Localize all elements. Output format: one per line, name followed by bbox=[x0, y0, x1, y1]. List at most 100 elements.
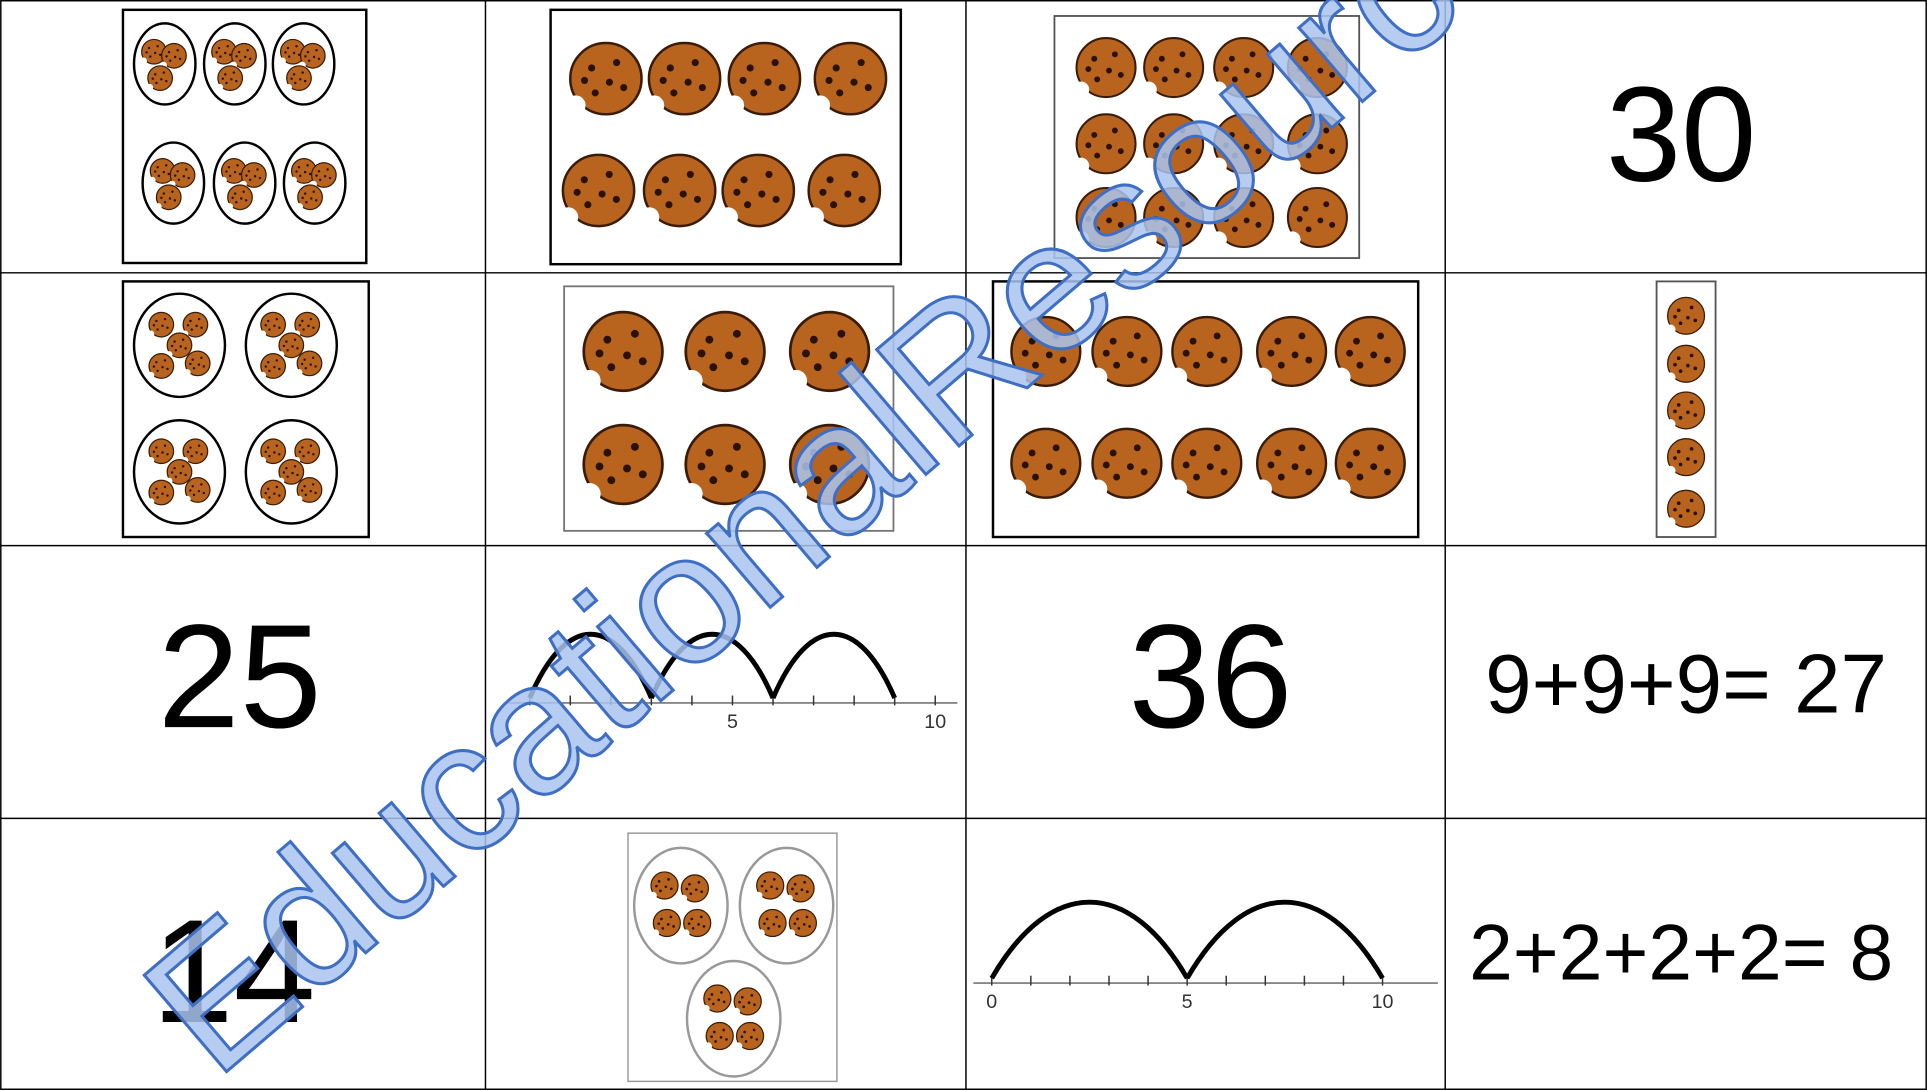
cookie-chip bbox=[1689, 353, 1694, 358]
cookie-chip bbox=[185, 168, 188, 171]
cookie-bite bbox=[147, 457, 155, 464]
cookie-body bbox=[733, 987, 762, 1016]
cookie-chip bbox=[163, 359, 167, 362]
cookie-chip bbox=[176, 170, 179, 173]
cookie-chip bbox=[1085, 216, 1092, 222]
cookie-chip bbox=[1117, 72, 1124, 78]
cookie-chip bbox=[309, 489, 312, 493]
cookie bbox=[1072, 37, 1137, 99]
cookie bbox=[732, 987, 762, 1016]
cookie bbox=[724, 41, 802, 116]
cookie bbox=[239, 162, 267, 188]
cookie-chip bbox=[312, 453, 315, 456]
cookie-bite bbox=[259, 371, 267, 379]
cookie bbox=[1140, 113, 1205, 175]
jump-arc bbox=[527, 631, 654, 699]
cookie-chip bbox=[1676, 449, 1681, 454]
cookie-chip bbox=[845, 357, 854, 366]
cookie-chip bbox=[1228, 131, 1235, 138]
cookie-chip bbox=[603, 335, 612, 344]
cookie-chip bbox=[797, 927, 801, 930]
cookie-chip bbox=[750, 993, 754, 997]
cookie bbox=[154, 184, 182, 211]
cookie-chip bbox=[1274, 449, 1282, 457]
cookie-chip bbox=[1021, 461, 1029, 469]
cookie-chip bbox=[1052, 332, 1060, 340]
cookie-chip bbox=[1152, 142, 1159, 149]
cookie-body bbox=[652, 908, 681, 938]
cookie-chip bbox=[778, 83, 786, 92]
cookie-chip bbox=[189, 319, 192, 323]
cookie bbox=[1665, 391, 1706, 430]
cookie-bite bbox=[259, 457, 267, 464]
cookie-chip bbox=[1185, 221, 1192, 228]
cookie-chip bbox=[1689, 446, 1694, 451]
jump-arc bbox=[1185, 899, 1385, 980]
cookie-chip bbox=[740, 995, 744, 999]
cookie-chip bbox=[190, 454, 193, 458]
cookie-body bbox=[650, 871, 679, 900]
cookie-chip bbox=[311, 483, 315, 486]
cookie-chip bbox=[317, 170, 321, 173]
cookie bbox=[165, 332, 193, 359]
cookie-chip bbox=[1052, 444, 1060, 452]
cookie-chip bbox=[805, 915, 809, 919]
cookie-chip bbox=[1676, 403, 1681, 407]
cookie bbox=[1665, 296, 1706, 335]
cookie-chip bbox=[1686, 315, 1690, 320]
cookie-chip bbox=[825, 76, 833, 84]
cookie-bite bbox=[1284, 81, 1301, 98]
cookie-bite bbox=[219, 176, 227, 184]
cookie-chip bbox=[192, 493, 196, 497]
cookie-chip bbox=[323, 174, 327, 178]
cookie-chip bbox=[666, 64, 674, 72]
cookie-chip bbox=[740, 357, 749, 366]
cookie-chip bbox=[1189, 449, 1197, 457]
number-line-label: 0 bbox=[986, 991, 997, 1013]
cookie-chip bbox=[181, 465, 185, 468]
cookie-body bbox=[1010, 427, 1082, 499]
cookie-bite bbox=[1210, 81, 1227, 98]
cookie-bite bbox=[285, 83, 292, 91]
cookie-body bbox=[148, 353, 175, 379]
cookie-chip bbox=[1678, 462, 1683, 467]
cookie-chip bbox=[268, 454, 271, 458]
cookie-chip bbox=[837, 442, 846, 451]
cookie-chip bbox=[1689, 498, 1694, 503]
cookie bbox=[681, 908, 712, 938]
cookie-chip bbox=[195, 324, 198, 328]
cookie-chip bbox=[777, 925, 781, 928]
cookie-chip bbox=[1384, 468, 1391, 476]
cookie bbox=[259, 311, 287, 338]
cookie-chip bbox=[158, 53, 162, 57]
cookie-body bbox=[155, 184, 182, 211]
cookie-chip bbox=[1323, 201, 1330, 208]
cookie-chip bbox=[326, 168, 329, 171]
cookie bbox=[148, 158, 176, 184]
cookie bbox=[1072, 113, 1137, 175]
cookie-chip bbox=[1673, 314, 1677, 319]
cookie-chip bbox=[184, 347, 187, 350]
cookie-chip bbox=[1249, 51, 1256, 58]
cookie-chip bbox=[1384, 356, 1391, 364]
cookie-chip bbox=[750, 89, 758, 97]
cookie-chip bbox=[1032, 473, 1039, 481]
cookie-body bbox=[184, 477, 211, 503]
cookie-bite bbox=[183, 369, 191, 377]
cookie bbox=[309, 162, 337, 188]
cookie-chip bbox=[292, 51, 296, 55]
cookie-body bbox=[1171, 315, 1243, 388]
cookie-chip bbox=[685, 887, 689, 891]
cookie-chip bbox=[1377, 332, 1385, 340]
cookie-chip bbox=[318, 178, 322, 182]
cookie-chip bbox=[826, 176, 834, 184]
cookie-body bbox=[1075, 186, 1137, 249]
cookie-bite bbox=[757, 929, 765, 937]
cookie-chip bbox=[156, 328, 159, 331]
cookie-chip bbox=[246, 49, 249, 52]
card-text: 14 bbox=[152, 890, 316, 1054]
cookie-bite bbox=[1331, 479, 1351, 499]
cookie-chip bbox=[189, 489, 192, 492]
cookie-bite bbox=[644, 95, 665, 116]
